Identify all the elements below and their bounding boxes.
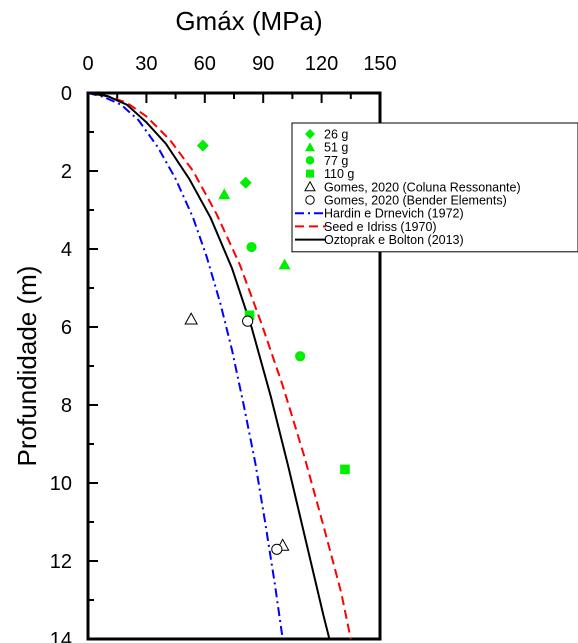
x-tick-label: 0 [82,53,93,75]
curve-line [87,92,331,640]
legend-label: 110 g [324,167,354,181]
axis-ticks: 0 30 60 90 120 150 0 2 4 6 8 10 12 14 [50,53,397,643]
legend-label: Oztoprak e Bolton (2013) [324,233,464,247]
y-tick-label: 4 [61,239,72,261]
x-tick-label: 150 [363,53,396,75]
legend-label: Gomes, 2020 (Bender Elements) [324,194,507,208]
marker-open-triangle [184,312,199,325]
marker-square [244,310,255,321]
x-tick-label: 30 [135,53,157,75]
legend-label: Gomes, 2020 (Coluna Ressonante) [324,180,521,194]
legend-label: 26 g [324,128,348,142]
marker-open-triangle [304,180,316,192]
marker-circle [246,241,257,253]
marker-open-circle [271,543,283,555]
marker-triangle [218,188,231,200]
data-points [184,139,350,555]
marker-circle [305,156,315,165]
marker-square [306,169,314,178]
x-tick-label: 120 [305,53,338,75]
curve-line [87,92,284,640]
marker-open-circle [305,195,315,205]
legend-label: Seed e Idriss (1970) [324,220,437,234]
x-tick-label: 60 [194,53,216,75]
marker-diamond [196,139,209,152]
marker-diamond [305,129,315,139]
legend-label: Hardin e Drnevich (1972) [324,207,464,221]
marker-circle [295,351,306,362]
y-axis-title: Profundidade (m) [12,266,42,467]
y-tick-label: 8 [61,395,72,417]
marker-square [340,464,350,475]
curve-line [87,92,352,640]
marker-open-circle [242,315,254,327]
y-tick-label: 6 [61,317,72,339]
legend-label: 51 g [324,141,348,155]
x-axis-title: Gmáx (MPa) [175,6,322,36]
y-tick-label: 10 [50,473,72,495]
marker-triangle [278,258,291,270]
y-tick-label: 0 [61,83,72,105]
legend-box [291,122,578,253]
marker-triangle [305,142,315,152]
y-tick-label: 2 [61,161,72,183]
x-tick-label: 90 [252,53,274,75]
model-curves [87,92,352,640]
legend-label: 77 g [324,154,348,168]
y-tick-label: 14 [50,629,72,643]
marker-diamond [239,176,252,189]
y-tick-label: 12 [50,551,72,573]
